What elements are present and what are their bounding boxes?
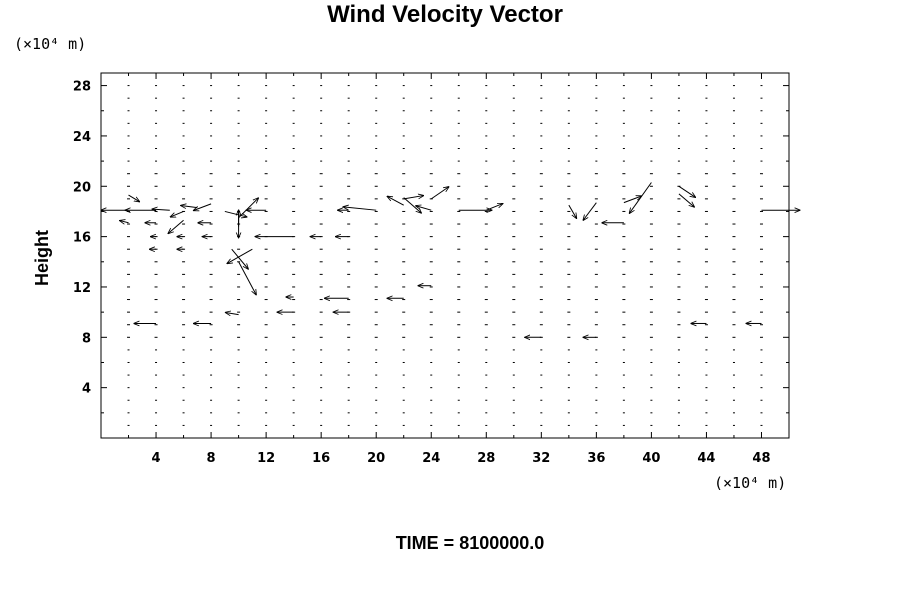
- y-tick-label: 4: [82, 382, 91, 397]
- y-axis-unit-label: (×10⁴ m): [14, 35, 86, 53]
- x-tick-label: 16: [312, 451, 330, 466]
- wind-vector-arrow: [181, 205, 198, 207]
- axis-ticks: [101, 73, 789, 438]
- x-tick-label: 8: [207, 451, 216, 466]
- x-tick-label: 20: [367, 451, 385, 466]
- wind-vector-arrow: [231, 248, 249, 269]
- wind-vector-arrow: [583, 202, 597, 221]
- wind-vector-arrow: [387, 196, 404, 206]
- wind-vector-arrow: [238, 198, 259, 219]
- wind-vector-arrow: [568, 204, 577, 218]
- time-label: TIME = 8100000.0: [396, 533, 545, 553]
- x-axis-unit-label: (×10⁴ m): [714, 474, 786, 492]
- wind-vector-arrow: [629, 182, 652, 214]
- wind-vector-arrow: [238, 261, 257, 295]
- x-tick-label: 40: [642, 451, 660, 466]
- x-tick-label: 36: [587, 451, 605, 466]
- wind-vector-arrow: [120, 221, 129, 223]
- wind-vector-arrow: [403, 196, 424, 200]
- x-tick-label: 12: [257, 451, 275, 466]
- y-tick-label: 24: [73, 130, 91, 145]
- y-tick-label: 20: [73, 180, 91, 195]
- x-tick-labels: 4 8 12 16 20 24 28 32 36 40 44 48: [152, 451, 771, 466]
- wind-vector-arrow: [168, 219, 184, 233]
- wind-vector-arrow: [403, 197, 422, 213]
- plot-area: [100, 72, 790, 439]
- wind-vector-arrow: [152, 209, 170, 210]
- x-tick-label: 32: [532, 451, 550, 466]
- y-tick-labels: 4 8 12 16 20 24 28: [73, 80, 91, 397]
- wind-vector-arrow: [193, 203, 212, 211]
- wind-vector-arrow: [486, 204, 503, 211]
- chart-title: Wind Velocity Vector: [327, 1, 563, 28]
- y-tick-label: 12: [73, 281, 91, 296]
- y-axis-label: Height: [32, 230, 52, 286]
- wind-vector-arrow: [678, 193, 694, 207]
- wind-vector-arrow: [227, 248, 253, 263]
- x-tick-label: 28: [477, 451, 495, 466]
- y-tick-label: 8: [82, 331, 91, 346]
- y-tick-label: 28: [73, 80, 91, 95]
- wind-vectors: [101, 182, 800, 338]
- wind-vector-arrow: [225, 312, 239, 314]
- vector-grid-points: [127, 85, 763, 426]
- wind-vector-arrow: [343, 207, 377, 211]
- y-tick-label: 16: [73, 231, 91, 246]
- wind-vector-arrow: [623, 196, 642, 204]
- wind-vector-arrow: [170, 210, 184, 217]
- x-tick-label: 24: [422, 451, 440, 466]
- x-tick-label: 44: [697, 451, 715, 466]
- wind-vector-arrow: [416, 206, 432, 211]
- x-tick-label: 4: [152, 451, 161, 466]
- wind-vector-arrow: [128, 194, 140, 202]
- x-tick-label: 48: [752, 451, 770, 466]
- wind-vector-arrow: [678, 185, 696, 197]
- plot-border: [100, 72, 790, 439]
- wind-vector-arrow: [430, 187, 449, 200]
